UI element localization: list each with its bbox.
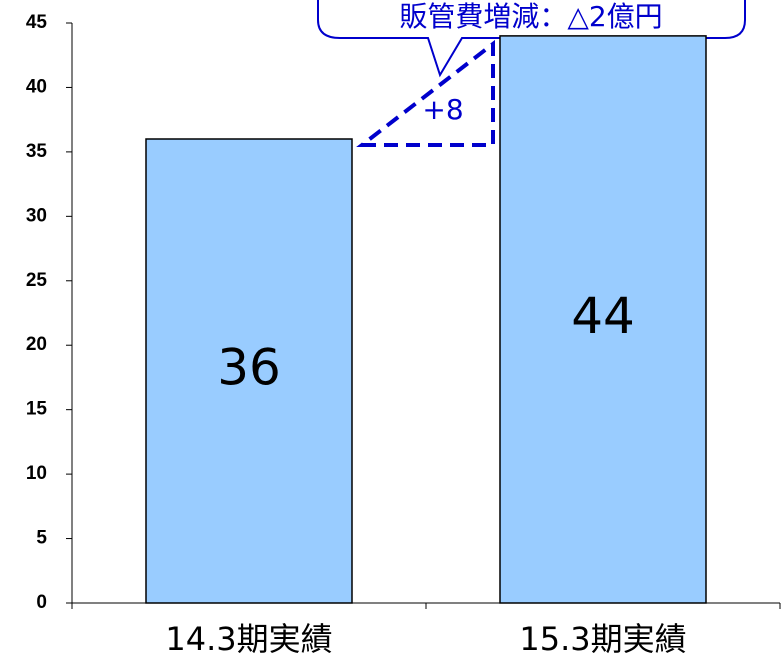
y-tick-label: 45 [26,12,48,33]
y-tick-label: 25 [26,270,48,291]
y-tick-label: 35 [26,141,48,162]
x-tick-label: 14.3期実績 [165,620,332,658]
y-tick-label: 10 [26,463,47,484]
value-label: 44 [571,287,635,345]
y-tick-label: 15 [26,399,48,420]
value-label: 36 [217,339,281,397]
y-tick-label: 20 [26,334,47,355]
bar [145,138,353,604]
y-tick-label: 30 [26,205,47,226]
y-tick-label: 5 [36,528,47,549]
y-tick-label: 40 [26,76,47,97]
difference-label: +8 [422,93,463,126]
callout-text: 販管費増減：△2億円 [399,0,662,33]
x-tick-label: 15.3期実績 [519,620,686,658]
difference-triangle [356,39,495,147]
bar [499,35,707,604]
y-tick-label: 0 [36,592,47,613]
